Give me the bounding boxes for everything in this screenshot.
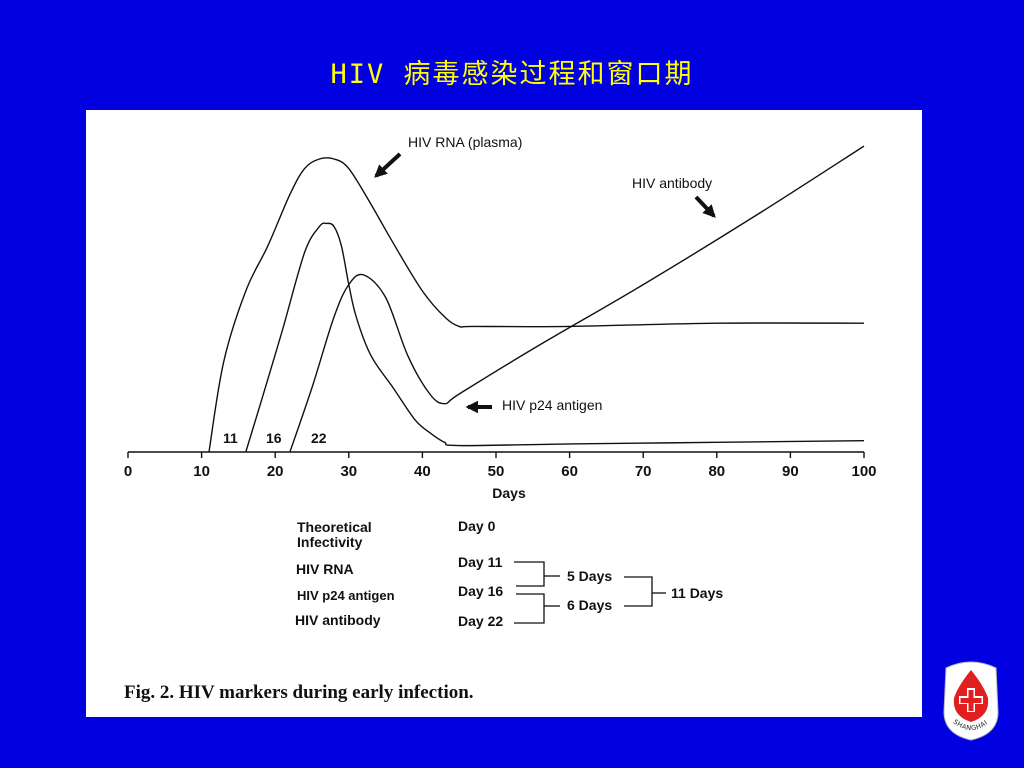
x-tick-label-20: 20 (267, 463, 284, 480)
interval-label-6-days: 6 Days (567, 597, 612, 613)
chart-plot-area: 0 10 20 30 40 50 60 70 80 90 100 (124, 145, 877, 480)
x-tick-label-30: 30 (340, 463, 357, 480)
bracket-total (624, 576, 653, 607)
arrow-hiv-rna (374, 152, 402, 178)
figure-caption: Fig. 2. HIV markers during early infecti… (124, 682, 474, 703)
red-cross-blood-drop-icon: SHANGHAI (943, 661, 999, 741)
x-tick-label-100: 100 (851, 463, 876, 480)
timeline-marker-p24-antigen: HIV p24 antigen (297, 588, 395, 603)
timeline-marker-infectivity-line2: Infectivity (297, 534, 363, 550)
x-tick-label-10: 10 (193, 463, 210, 480)
x-tick-label-70: 70 (635, 463, 652, 480)
onset-label-22: 22 (311, 430, 327, 446)
x-tick-label-0: 0 (124, 463, 132, 480)
bracket-day11-day16 (514, 561, 545, 587)
x-tick-label-50: 50 (488, 463, 505, 480)
series-line-hiv-antibody (289, 145, 865, 453)
series-line-hiv-rna-plasma (208, 157, 865, 453)
onset-label-16: 16 (266, 430, 282, 446)
timeline-day-16: Day 16 (458, 583, 503, 599)
x-tick-label-60: 60 (561, 463, 578, 480)
bracket-day16-day22 (514, 593, 545, 624)
x-tick-label-40: 40 (414, 463, 431, 480)
figure-panel: 0 10 20 30 40 50 60 70 80 90 100 HIV RNA (plasma) … (86, 110, 922, 717)
hiv-markers-chart: 0 10 20 30 40 50 60 70 80 90 100 HIV RNA (plasma) … (124, 134, 877, 703)
timeline-day-11: Day 11 (458, 554, 503, 570)
interval-label-total-11-days: 11 Days (671, 585, 723, 601)
interval-label-5-days: 5 Days (567, 568, 612, 584)
timeline-marker-hiv-antibody: HIV antibody (295, 612, 381, 628)
timeline-marker-infectivity-line1: Theoretical (297, 519, 372, 535)
shanghai-blood-logo: SHANGHAI (940, 660, 1002, 742)
timeline-day-0: Day 0 (458, 518, 496, 534)
onset-label-11: 11 (223, 430, 238, 446)
annotation-hiv-p24-antigen: HIV p24 antigen (502, 397, 602, 413)
annotation-hiv-antibody: HIV antibody (632, 175, 712, 191)
annotation-hiv-rna: HIV RNA (plasma) (408, 134, 522, 150)
slide-title: HIV 病毒感染过程和窗口期 (330, 59, 694, 90)
timeline-marker-hiv-rna: HIV RNA (296, 561, 354, 577)
timeline-day-22: Day 22 (458, 613, 503, 629)
x-tick-label-80: 80 (708, 463, 725, 480)
x-axis-label: Days (492, 485, 526, 501)
arrow-hiv-antibody (694, 195, 716, 218)
x-tick-label-90: 90 (782, 463, 799, 480)
series-line-hiv-p24-antigen (245, 222, 865, 453)
